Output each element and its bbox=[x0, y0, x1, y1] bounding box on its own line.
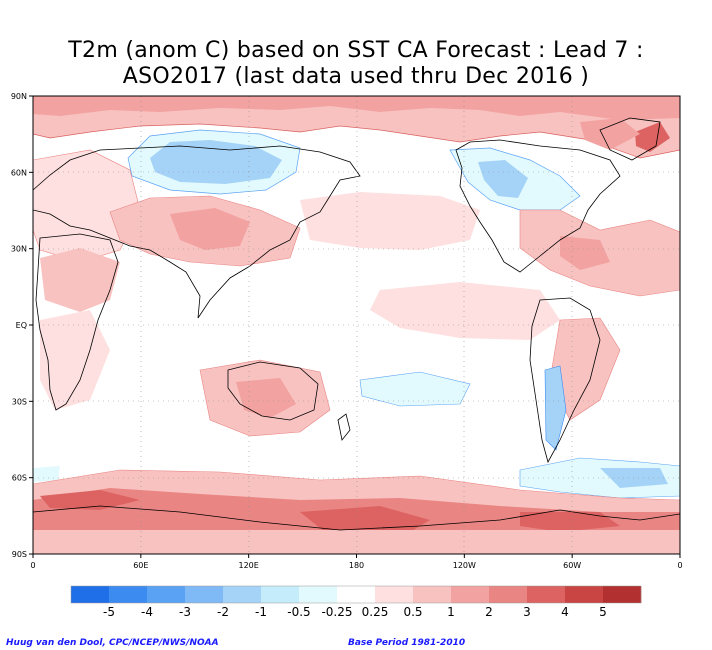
colorbar-label: 0.5 bbox=[403, 605, 422, 619]
colorbar-frame bbox=[70, 585, 642, 604]
colorbar-swatch bbox=[147, 586, 186, 603]
colorbar-swatch bbox=[565, 586, 604, 603]
anomaly-region-central-asia-strong bbox=[170, 208, 250, 250]
anomaly-region-tropical-pacific-warm bbox=[370, 282, 560, 340]
x-tick-label: 0 bbox=[677, 561, 682, 570]
colorbar-label: -5 bbox=[103, 605, 115, 619]
colorbar-swatch bbox=[299, 586, 338, 603]
x-tick-label: 0 bbox=[30, 561, 35, 570]
y-tick-label: 60S bbox=[12, 474, 27, 483]
colorbar bbox=[70, 585, 642, 604]
colorbar-swatch bbox=[261, 586, 300, 603]
colorbar-swatch bbox=[489, 586, 528, 603]
colorbar-swatch bbox=[603, 586, 642, 603]
colorbar-swatch bbox=[527, 586, 566, 603]
x-tick-label: 120E bbox=[239, 561, 259, 570]
y-axis: 90N 60N 30N EQ 30S 60S 90S bbox=[11, 92, 33, 559]
anomaly-region-north-africa-warm bbox=[40, 248, 120, 312]
colorbar-label: 5 bbox=[599, 605, 607, 619]
coastline-north-america bbox=[455, 139, 621, 273]
colorbar-label: -0.5 bbox=[287, 605, 310, 619]
coastline-antarctica bbox=[33, 505, 680, 531]
colorbar-swatch bbox=[223, 586, 262, 603]
colorbar-swatch bbox=[337, 586, 376, 603]
anomaly-region-eastern-us-strong bbox=[560, 236, 610, 270]
anomaly-region-arctic-strong bbox=[33, 96, 680, 120]
x-tick-label: 60W bbox=[563, 561, 581, 570]
coastline-africa bbox=[35, 233, 119, 411]
y-tick-label: 30N bbox=[11, 245, 27, 254]
colorbar-label: 4 bbox=[561, 605, 569, 619]
colorbar-label: -0.25 bbox=[321, 605, 352, 619]
colorbar-swatch bbox=[413, 586, 452, 603]
anomaly-region-antarctic-interior bbox=[33, 530, 680, 554]
x-axis: 0 60E 120E 180 120W 60W 0 bbox=[30, 554, 683, 570]
colorbar-swatch bbox=[109, 586, 148, 603]
coastline-south-america bbox=[529, 297, 601, 464]
map-area bbox=[33, 96, 680, 554]
anomaly-region-alaska-colder bbox=[478, 160, 528, 198]
coastline-greenland bbox=[599, 117, 661, 161]
colorbar-labels: -5 -4 -3 -2 -1 -0.5 -0.25 0.25 0.5 1 2 3 4 5 bbox=[103, 605, 607, 619]
coastline-new-zealand bbox=[337, 413, 351, 441]
colorbar-swatch bbox=[375, 586, 414, 603]
y-tick-label: 90N bbox=[11, 92, 27, 101]
colorbar-swatch bbox=[185, 586, 224, 603]
y-tick-label: 90S bbox=[12, 550, 27, 559]
x-tick-label: 180 bbox=[349, 561, 364, 570]
chart-title-line-1: T2m (anom C) based on SST CA Forecast : … bbox=[68, 38, 644, 63]
colorbar-label: 0.25 bbox=[362, 605, 389, 619]
colorbar-label: 1 bbox=[447, 605, 455, 619]
anomaly-region-southern-ocean-colder bbox=[600, 468, 668, 488]
anomaly-region-europe-warm bbox=[33, 149, 141, 263]
anomaly-region-antarctic-stronger bbox=[40, 490, 620, 538]
coastline-australia bbox=[227, 361, 319, 421]
x-tick-label: 60E bbox=[133, 561, 148, 570]
base-period-label: Base Period 1981-2010 bbox=[348, 638, 466, 648]
anomaly-region-greenland bbox=[635, 122, 670, 152]
chart-title-line-2: ASO2017 (last data used thru Dec 2016 ) bbox=[122, 64, 590, 89]
coastlines bbox=[33, 117, 680, 531]
anomaly-region-africa-warm bbox=[40, 310, 110, 410]
y-tick-label: EQ bbox=[16, 321, 27, 330]
author-credit: Huug van den Dool, CPC/NCEP/NWS/NOAA bbox=[6, 638, 219, 648]
colorbar-label: -1 bbox=[255, 605, 267, 619]
colorbar-label: 3 bbox=[523, 605, 531, 619]
coastline-eurasia bbox=[33, 145, 361, 319]
colorbar-label: -2 bbox=[217, 605, 229, 619]
colorbar-label: -4 bbox=[141, 605, 153, 619]
anomaly-region-north-atlantic bbox=[580, 118, 640, 150]
colorbar-label: 2 bbox=[485, 605, 493, 619]
anomaly-region-australia-strong bbox=[236, 378, 296, 418]
colorbar-label: -3 bbox=[179, 605, 191, 619]
y-tick-label: 60N bbox=[11, 168, 27, 177]
anomaly-region-southern-ocean-cold-west bbox=[33, 466, 60, 482]
anomaly-region-north-pacific-warm bbox=[300, 192, 480, 250]
colorbar-swatch bbox=[451, 586, 490, 603]
anomaly-region-patagonia-cold bbox=[544, 365, 567, 451]
colorbar-swatch bbox=[71, 586, 110, 603]
y-tick-label: 30S bbox=[12, 397, 27, 406]
x-tick-label: 120W bbox=[453, 561, 476, 570]
anomaly-region-south-pacific-cold bbox=[359, 371, 471, 407]
